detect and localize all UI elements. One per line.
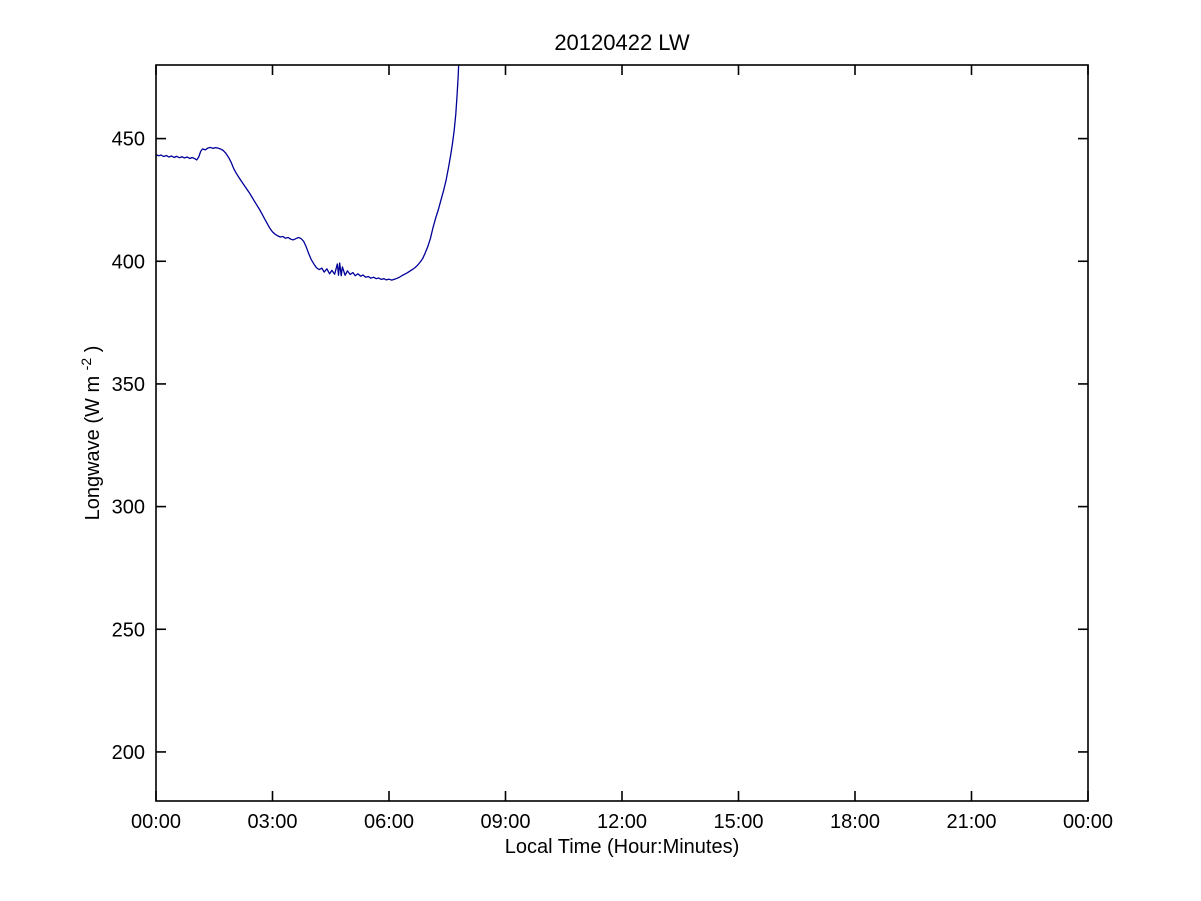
x-tick-label: 09:00 — [480, 811, 530, 833]
x-tick-label: 15:00 — [713, 811, 763, 833]
x-tick-label: 18:00 — [830, 811, 880, 833]
y-tick-label: 300 — [112, 497, 145, 519]
y-tick-label: 250 — [112, 619, 145, 641]
series-path-longwave — [156, 65, 460, 281]
y-tick-label: 350 — [112, 374, 145, 396]
longwave-series-line — [156, 65, 460, 281]
x-tick-label: 06:00 — [364, 811, 414, 833]
plot-border — [155, 64, 1089, 802]
x-axis-label: Local Time (Hour:Minutes) — [505, 836, 740, 858]
x-tick-label: 03:00 — [247, 811, 297, 833]
y-tick-label: 200 — [112, 742, 145, 764]
x-tick-label: 21:00 — [946, 811, 996, 833]
y-axis-label-base: Longwave (W m — [82, 376, 104, 521]
x-tick-label: 12:00 — [597, 811, 647, 833]
chart-title: 20120422 LW — [554, 30, 690, 55]
axis-ticks: 00:00 03:00 06:00 09:00 12:00 15:00 18:00 21:00… — [112, 65, 1113, 833]
y-axis-label-superscript: -2 — [78, 358, 94, 371]
y-tick-label: 400 — [112, 251, 145, 273]
y-axis-label-close: ) — [82, 346, 104, 353]
x-tick-label: 00:00 — [1063, 811, 1113, 833]
y-axis-label: Longwave (W m -2 ) — [74, 346, 104, 521]
y-tick-label: 450 — [112, 129, 145, 151]
x-tick-label: 00:00 — [131, 811, 181, 833]
